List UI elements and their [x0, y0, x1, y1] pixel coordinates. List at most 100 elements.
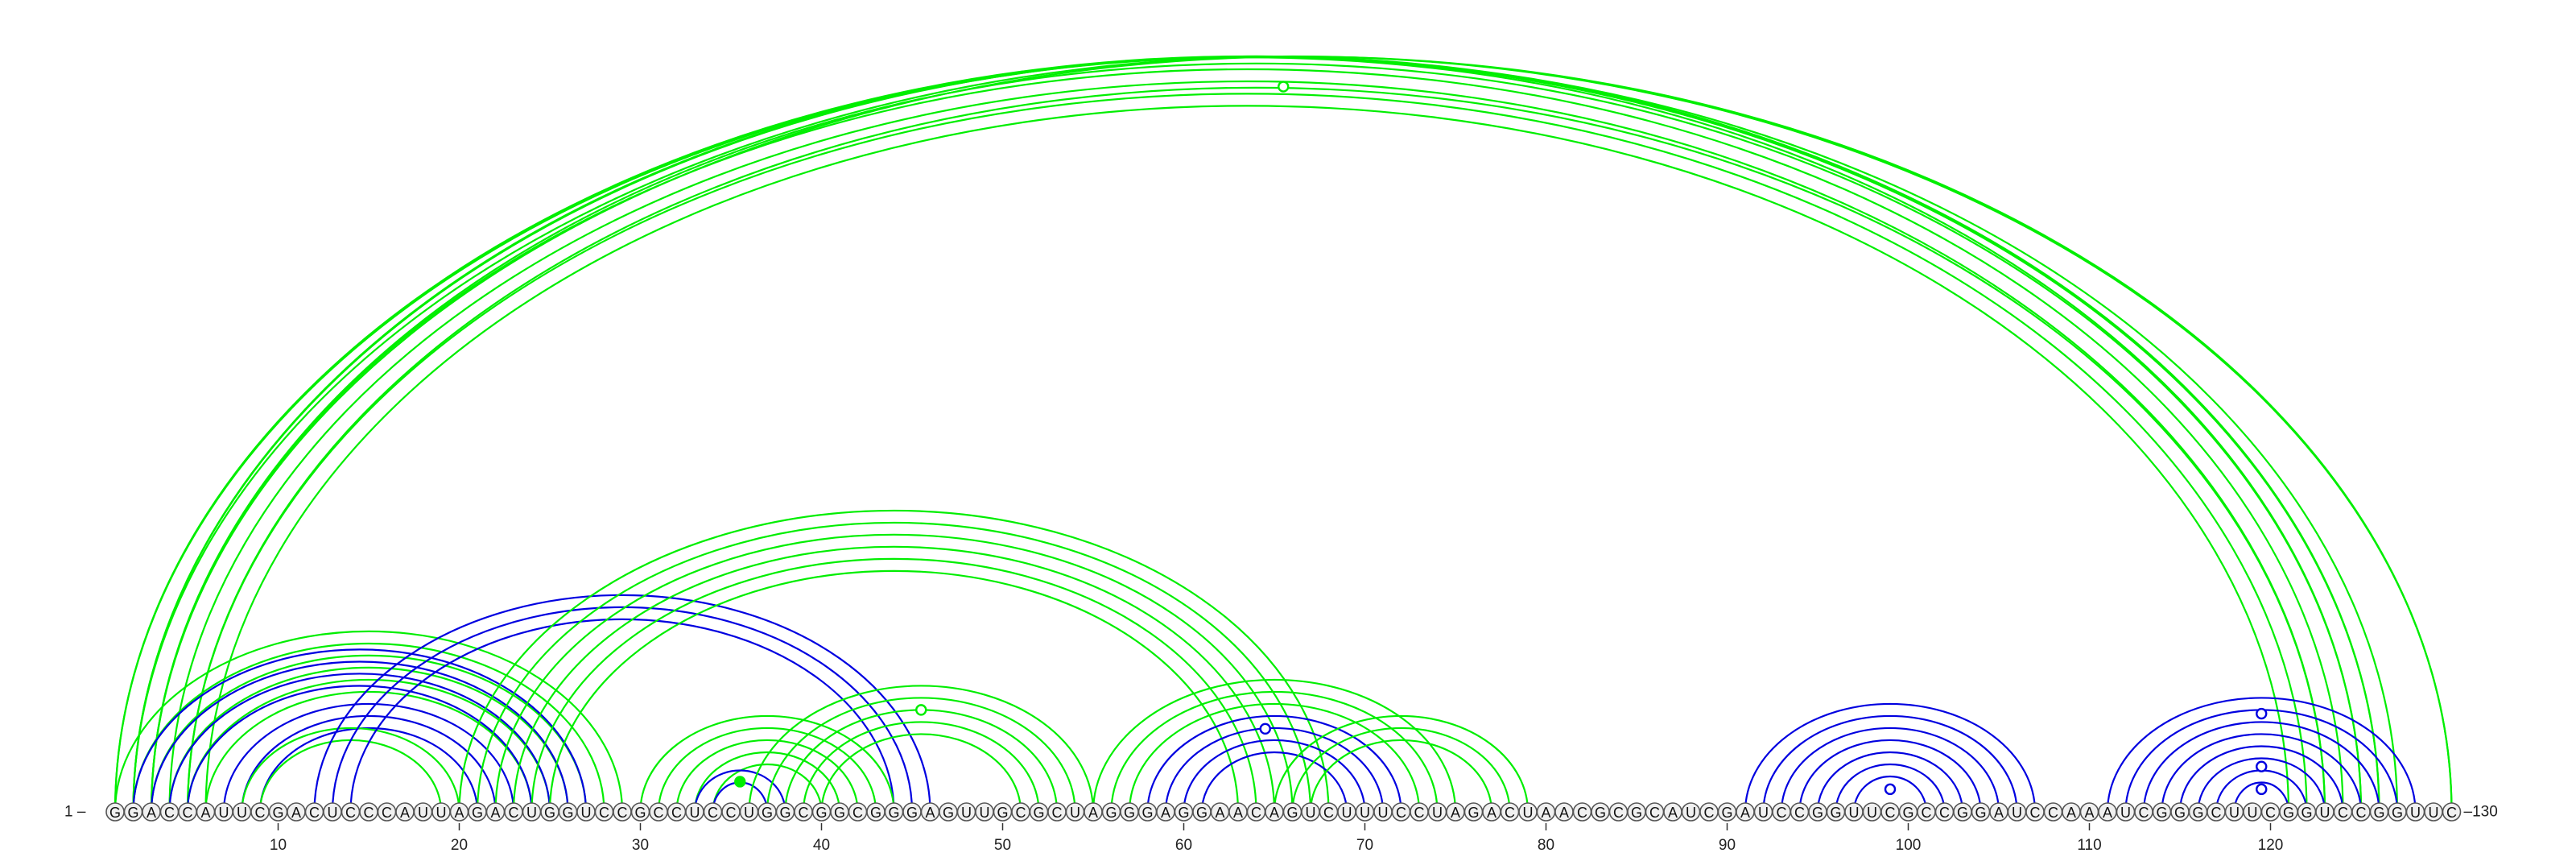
nucleotide-letter: G: [888, 805, 899, 821]
nucleotide: C: [2351, 802, 2371, 822]
nucleotide: G: [2369, 802, 2389, 822]
nucleotide-letter: G: [1975, 805, 1986, 821]
nucleotide: G: [2388, 802, 2407, 822]
nucleotide-letter: C: [183, 805, 193, 821]
nucleotide: C: [341, 802, 361, 822]
nucleotide-letter: U: [1523, 805, 1534, 821]
nucleotide: G: [1953, 802, 1972, 822]
nucleotide: C: [1319, 802, 1339, 822]
nucleotide: U: [956, 802, 976, 822]
base-pair-arc: [150, 660, 569, 813]
nucleotide-letter: C: [2446, 805, 2457, 821]
nucleotide: U: [1753, 802, 1773, 822]
nucleotide: A: [2062, 802, 2081, 822]
nucleotide: A: [1265, 802, 1284, 822]
nucleotide: G: [105, 802, 125, 822]
nucleotide: G: [1808, 802, 1827, 822]
nucleotide: U: [2243, 802, 2262, 822]
nucleotide-letter: C: [852, 805, 863, 821]
nucleotide: G: [1282, 802, 1302, 822]
nucleotide: C: [794, 802, 813, 822]
base-pair-arc: [114, 55, 2399, 813]
nucleotide-letter: C: [2139, 805, 2149, 821]
nucleotide: U: [1681, 802, 1701, 822]
nucleotide: A: [1554, 802, 1574, 822]
nucleotide: A: [1156, 802, 1175, 822]
arc-marker: [915, 704, 927, 716]
nucleotide: A: [1663, 802, 1682, 822]
nucleotide: C: [1246, 802, 1266, 822]
nucleotide: G: [2152, 802, 2172, 822]
nucleotide: G: [939, 802, 958, 822]
nucleotide-letter: C: [1649, 805, 1660, 821]
nucleotide: U: [1337, 802, 1356, 822]
nucleotide-letter: A: [1451, 805, 1460, 821]
base-pair-arc: [1110, 690, 1439, 813]
nucleotide: U: [576, 802, 596, 822]
nucleotide: C: [159, 802, 180, 822]
nucleotide-letter: A: [490, 805, 500, 821]
tick-label: 20: [451, 837, 468, 854]
nucleotide: G: [1627, 802, 1646, 822]
base-pair-arc: [1762, 714, 2018, 813]
nucleotide-letter: U: [1360, 805, 1370, 821]
nucleotide-letter: G: [1124, 805, 1135, 821]
nucleotide-letter: U: [2320, 805, 2330, 821]
nucleotide-letter: U: [1867, 805, 1877, 821]
nucleotide-letter: G: [1631, 805, 1642, 821]
nucleotide-letter: U: [418, 805, 428, 821]
nucleotide: C: [1790, 802, 1810, 822]
nucleotide-letter: G: [1196, 805, 1208, 821]
nucleotide-letter: U: [1306, 805, 1316, 821]
nucleotide-letter: G: [834, 805, 845, 821]
nucleotide-letter: C: [255, 805, 266, 821]
base-pair-arc: [114, 55, 2380, 813]
nucleotide: G: [540, 802, 559, 822]
nucleotide: G: [993, 802, 1013, 822]
base-pair-arc: [693, 751, 841, 813]
nucleotide-letter: C: [164, 805, 175, 821]
nucleotide-letter: A: [1668, 805, 1678, 821]
nucleotide-letter: C: [2338, 805, 2348, 821]
base-pair-arc: [1798, 739, 1982, 813]
arc-marker: [734, 776, 746, 788]
nucleotide-letter: C: [1052, 805, 1063, 821]
nucleotide: G: [758, 802, 777, 822]
nucleotide: C: [667, 802, 687, 822]
nucleotide-letter: U: [2120, 805, 2131, 821]
tick-label: 100: [1896, 837, 1922, 854]
nucleotide-letter: U: [2429, 805, 2439, 821]
nucleotide: G: [268, 802, 288, 822]
nucleotide: U: [1355, 802, 1375, 822]
base-pair-arc: [1164, 727, 1385, 813]
nucleotide: G: [1463, 802, 1484, 822]
nucleotide: C: [1011, 802, 1030, 822]
position-ticks: 10 20 30 40 50 60 70 80 90 100 110 120: [270, 823, 2283, 854]
tick-label: 40: [813, 837, 830, 854]
nucleotide: C: [1410, 802, 1429, 822]
base-pair-arcs: [114, 55, 2453, 813]
nucleotide: C: [1917, 802, 1936, 822]
base-pair-arc: [693, 769, 786, 813]
nucleotide-letter: G: [1812, 805, 1823, 821]
nucleotide-letter: G: [1902, 805, 1913, 821]
base-pair-arc: [476, 521, 1312, 813]
nucleotide: G: [468, 802, 487, 822]
nucleotide: G: [866, 802, 886, 822]
nucleotide: U: [1862, 802, 1882, 822]
base-pair-arc: [712, 763, 823, 813]
base-pair-arc: [2161, 733, 2363, 813]
nucleotide: U: [1065, 802, 1085, 822]
nucleotide-letter: C: [2356, 805, 2367, 821]
nucleotide-letter: C: [509, 805, 519, 821]
nucleotide-letter: U: [1432, 805, 1443, 821]
nucleotide-letter: A: [1487, 805, 1496, 821]
base-pair-arc: [639, 714, 895, 813]
arc-marker: [2256, 783, 2268, 796]
base-pair-arc: [150, 62, 2363, 813]
nucleotide: A: [1989, 802, 2008, 822]
nucleotide-letter: A: [2066, 805, 2076, 821]
nucleotide: G: [1101, 802, 1121, 822]
nucleotide-letter: C: [2211, 805, 2222, 821]
nucleotide-letter: G: [2192, 805, 2203, 821]
